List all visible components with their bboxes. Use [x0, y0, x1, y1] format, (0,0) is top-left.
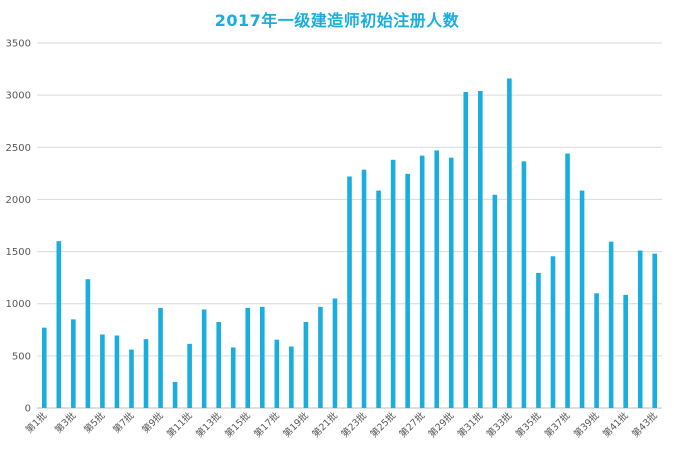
x-tick-label: 第23批 — [339, 409, 370, 440]
y-tick-label: 2500 — [6, 143, 31, 154]
bar — [347, 176, 352, 408]
bar — [536, 272, 541, 408]
bar — [143, 339, 149, 408]
bar — [565, 153, 570, 408]
bar — [608, 241, 614, 408]
bar — [100, 334, 105, 408]
x-tick-label: 第3批 — [52, 409, 79, 436]
x-tick-label: 第37批 — [542, 409, 573, 440]
x-tick-label: 第43批 — [629, 409, 660, 440]
bar — [332, 298, 338, 408]
bar — [579, 190, 585, 408]
bar — [56, 241, 62, 408]
x-tick-label: 第11批 — [164, 409, 195, 440]
bar — [230, 347, 236, 408]
bar — [507, 78, 512, 409]
x-tick-label: 第31批 — [455, 409, 486, 440]
bar — [463, 92, 469, 408]
x-tick-label: 第15批 — [222, 409, 253, 440]
bar — [245, 307, 251, 408]
bar-layer — [41, 78, 658, 409]
bar — [303, 321, 309, 408]
x-tick-label: 第13批 — [193, 409, 224, 440]
bar — [71, 319, 76, 408]
bar — [376, 190, 381, 408]
bar — [637, 250, 643, 408]
y-axis: 0 500 1000 1500 2000 2500 3000 3500 — [6, 39, 31, 415]
bar — [158, 307, 163, 408]
bar — [361, 169, 367, 408]
bar — [448, 157, 454, 408]
y-tick-label: 3500 — [6, 39, 31, 50]
y-tick-label: 2000 — [6, 195, 31, 206]
bar — [187, 343, 192, 408]
bar — [114, 335, 120, 408]
x-tick-label: 第41批 — [600, 409, 631, 440]
bar — [521, 161, 527, 408]
x-tick-label: 第5批 — [81, 409, 108, 436]
bar — [390, 159, 396, 408]
bar — [274, 339, 280, 408]
x-tick-label: 第39批 — [571, 409, 602, 440]
bar — [172, 381, 178, 408]
x-tick-label: 第27批 — [397, 409, 428, 440]
bar — [85, 279, 91, 408]
bar — [201, 309, 207, 408]
bar — [405, 173, 410, 408]
x-tick-label: 第19批 — [281, 409, 312, 440]
y-tick-label: 0 — [25, 404, 31, 415]
bar — [41, 327, 47, 408]
x-tick-label: 第9批 — [139, 409, 166, 436]
x-tick-label: 第29批 — [426, 409, 457, 440]
bar — [478, 90, 483, 408]
bar — [594, 293, 599, 408]
x-axis: 第1批 第3批 第5批 第7批 第9批 第11批 第13批 第15批 第17批 第19批 第21批第… — [23, 409, 660, 440]
bar — [216, 321, 221, 408]
x-tick-label: 第17批 — [251, 409, 282, 440]
bar — [434, 150, 440, 408]
bar — [419, 155, 425, 408]
x-tick-label: 第33批 — [484, 409, 515, 440]
x-tick-label: 第7批 — [110, 409, 137, 436]
chart-title: 2017年一级建造师初始注册人数 — [214, 11, 460, 30]
y-tick-label: 1500 — [6, 247, 31, 258]
bar — [318, 306, 323, 408]
bar — [289, 346, 294, 408]
y-tick-label: 1000 — [6, 299, 31, 310]
bar — [623, 294, 628, 408]
bar — [492, 194, 498, 408]
x-tick-label: 第21批 — [310, 409, 341, 440]
y-tick-label: 500 — [12, 351, 31, 362]
x-tick-label: 第25批 — [368, 409, 399, 440]
y-tick-label: 3000 — [6, 91, 31, 102]
bar — [259, 306, 265, 408]
x-tick-label: 第35批 — [513, 409, 544, 440]
bar — [129, 349, 134, 408]
bar — [652, 253, 658, 408]
bar — [550, 256, 556, 408]
